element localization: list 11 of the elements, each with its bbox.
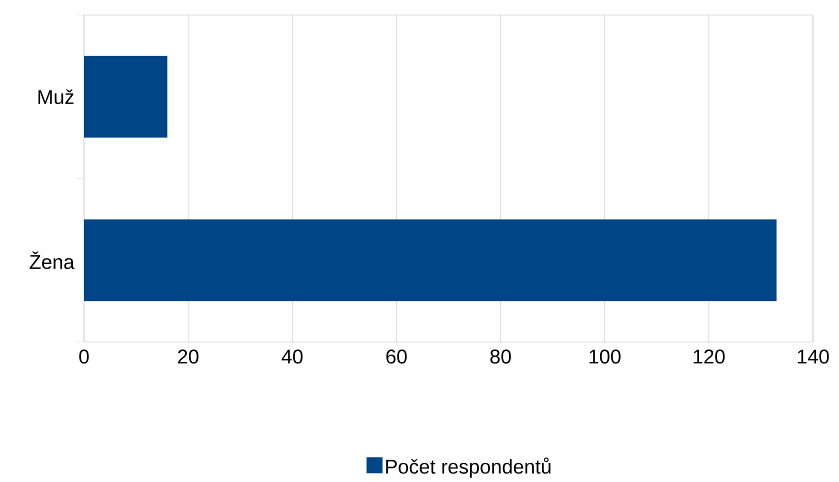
x-tick-label: 140 — [798, 350, 829, 364]
y-tick-label: Muž — [38, 89, 74, 104]
x-tick-label: 60 — [386, 350, 407, 364]
x-tick-label: 120 — [694, 350, 725, 364]
legend-label: Počet respondentů — [386, 457, 550, 478]
x-tick-label: 100 — [590, 350, 621, 364]
x-tick-label: 20 — [178, 350, 198, 364]
x-tick-label: 0 — [79, 350, 89, 364]
x-tick-label: 80 — [490, 350, 511, 364]
x-tick-label: 40 — [282, 350, 303, 364]
y-tick-label: Žena — [30, 251, 74, 270]
